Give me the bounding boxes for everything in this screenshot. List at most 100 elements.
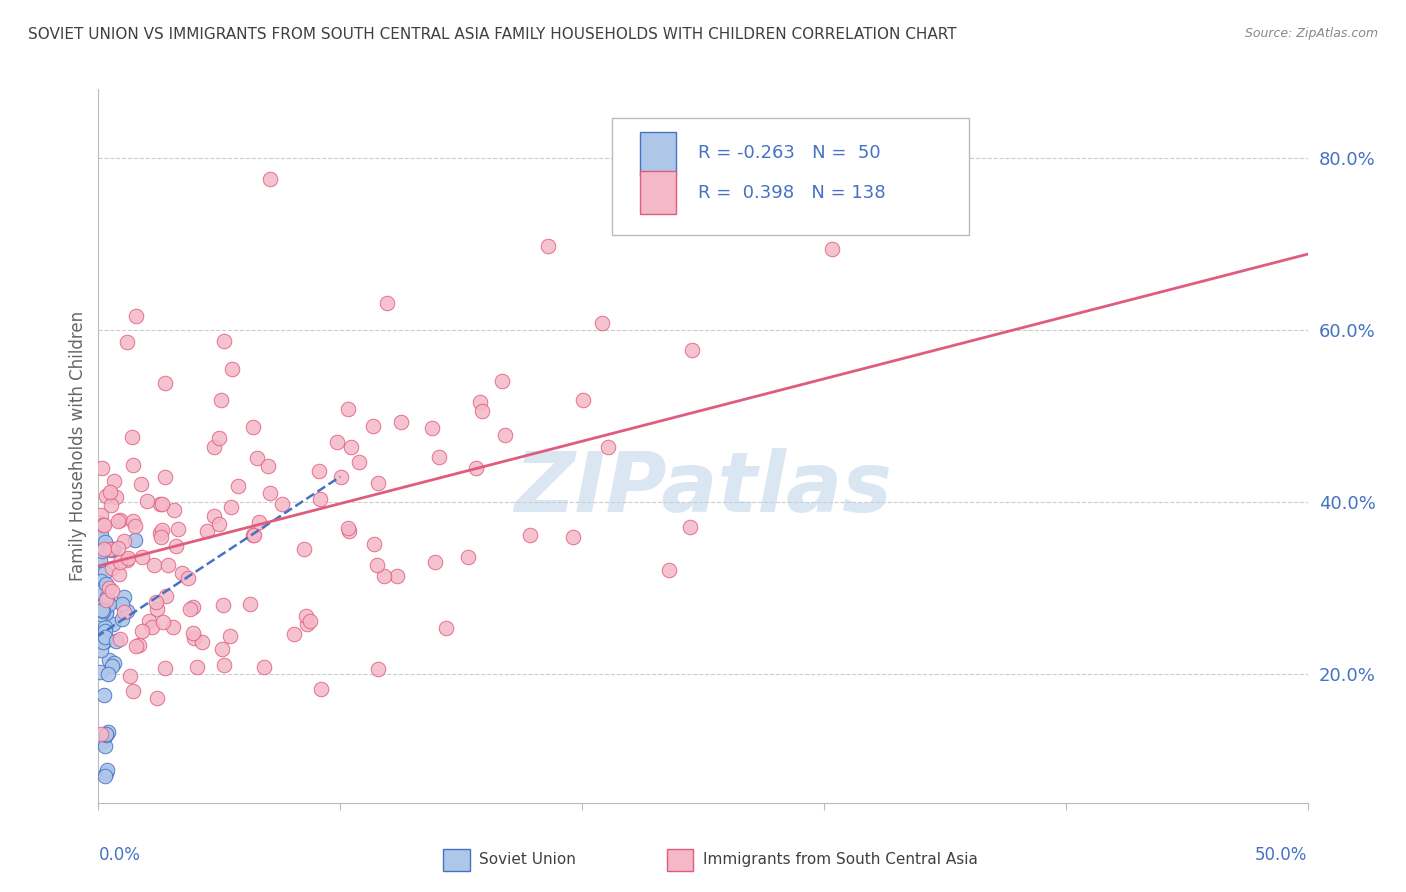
- Point: [242, 420, 264, 434]
- Point: [115, 334, 138, 349]
- Point: [375, 296, 398, 310]
- Point: [103, 475, 125, 489]
- Point: [253, 660, 276, 674]
- Point: [326, 434, 349, 449]
- Point: [91, 635, 114, 649]
- Point: [308, 464, 330, 478]
- Point: [434, 622, 457, 636]
- Point: [91, 581, 114, 595]
- Point: [94, 739, 117, 754]
- Point: [90, 607, 112, 621]
- Text: SOVIET UNION VS IMMIGRANTS FROM SOUTH CENTRAL ASIA FAMILY HOUSEHOLDS WITH CHILDR: SOVIET UNION VS IMMIGRANTS FROM SOUTH CE…: [28, 27, 956, 42]
- Text: 50.0%: 50.0%: [1256, 846, 1308, 863]
- Point: [242, 528, 264, 542]
- Point: [112, 533, 135, 548]
- Point: [247, 515, 270, 529]
- Point: [89, 552, 111, 566]
- Text: Soviet Union: Soviet Union: [479, 853, 576, 867]
- Point: [96, 763, 118, 777]
- Point: [221, 361, 243, 376]
- Point: [108, 632, 131, 646]
- Point: [104, 491, 127, 505]
- Point: [596, 440, 619, 454]
- Point: [89, 516, 111, 531]
- Point: [153, 470, 176, 484]
- Point: [336, 402, 359, 417]
- Point: [89, 585, 111, 599]
- FancyBboxPatch shape: [443, 849, 470, 871]
- Point: [103, 656, 125, 670]
- Point: [90, 574, 112, 589]
- Point: [122, 458, 145, 472]
- Point: [186, 660, 208, 674]
- Y-axis label: Family Households with Children: Family Households with Children: [69, 311, 87, 581]
- Point: [681, 343, 703, 357]
- Point: [162, 503, 184, 517]
- Point: [90, 584, 112, 599]
- Point: [162, 620, 184, 634]
- Point: [112, 605, 135, 619]
- Point: [94, 620, 117, 634]
- Point: [658, 563, 681, 577]
- Point: [91, 517, 114, 532]
- Point: [96, 590, 118, 604]
- Point: [145, 602, 167, 616]
- Point: [89, 599, 111, 614]
- Point: [105, 634, 128, 648]
- Point: [90, 643, 112, 657]
- Point: [91, 734, 114, 748]
- Point: [110, 513, 132, 527]
- Point: [98, 542, 121, 557]
- Point: [209, 393, 232, 408]
- Point: [340, 440, 363, 454]
- FancyBboxPatch shape: [640, 132, 676, 175]
- Point: [366, 558, 388, 572]
- Point: [93, 535, 115, 549]
- Point: [385, 568, 408, 582]
- Point: [259, 171, 281, 186]
- Point: [195, 524, 218, 538]
- Point: [208, 517, 231, 532]
- Point: [226, 478, 249, 492]
- Point: [591, 316, 613, 330]
- Point: [283, 627, 305, 641]
- Point: [367, 662, 389, 676]
- Text: Source: ZipAtlas.com: Source: ZipAtlas.com: [1244, 27, 1378, 40]
- Point: [150, 497, 173, 511]
- Point: [98, 652, 121, 666]
- Point: [257, 459, 280, 474]
- Point: [100, 561, 122, 575]
- Point: [298, 614, 321, 628]
- Point: [155, 589, 177, 603]
- Point: [120, 669, 142, 683]
- Point: [100, 498, 122, 512]
- Point: [117, 550, 139, 565]
- Point: [150, 523, 173, 537]
- Point: [100, 543, 122, 558]
- Point: [131, 624, 153, 639]
- Point: [165, 540, 187, 554]
- Text: R =  0.398   N = 138: R = 0.398 N = 138: [699, 184, 886, 202]
- Point: [96, 728, 118, 742]
- FancyBboxPatch shape: [612, 118, 969, 235]
- Point: [94, 565, 117, 579]
- Point: [94, 605, 117, 619]
- Point: [292, 542, 315, 557]
- Point: [107, 541, 129, 555]
- Point: [96, 599, 118, 613]
- Point: [679, 519, 702, 533]
- Text: ZIPatlas: ZIPatlas: [515, 449, 891, 529]
- Point: [97, 725, 120, 739]
- Point: [121, 430, 143, 444]
- Point: [181, 600, 204, 615]
- Point: [337, 521, 360, 535]
- Text: R = -0.263   N =  50: R = -0.263 N = 50: [699, 145, 880, 162]
- Point: [218, 629, 240, 643]
- Point: [94, 607, 117, 621]
- Point: [108, 555, 131, 569]
- Point: [93, 688, 115, 702]
- Point: [166, 522, 188, 536]
- Point: [363, 536, 385, 550]
- Point: [117, 604, 139, 618]
- Point: [124, 533, 146, 547]
